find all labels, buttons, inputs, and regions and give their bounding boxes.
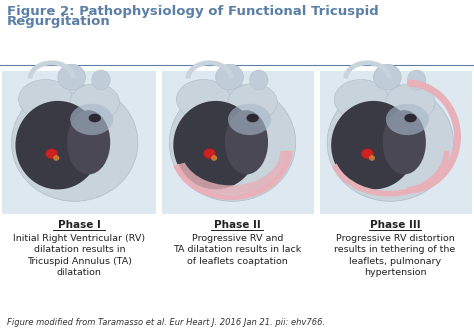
Text: Progressive RV distortion
results in tethering of the
leaflets, pulmonary
hypert: Progressive RV distortion results in tet… <box>335 234 456 277</box>
Ellipse shape <box>225 110 268 174</box>
Text: Figure 2: Pathophysiology of Functional Tricuspid: Figure 2: Pathophysiology of Functional … <box>7 5 379 18</box>
Ellipse shape <box>67 110 110 174</box>
Ellipse shape <box>18 79 73 120</box>
Text: Progressive RV and
TA dilatation results in lack
of leaflets coaptation: Progressive RV and TA dilatation results… <box>173 234 301 266</box>
FancyBboxPatch shape <box>316 71 320 214</box>
Text: Phase III: Phase III <box>370 220 420 230</box>
FancyBboxPatch shape <box>160 71 314 214</box>
Ellipse shape <box>92 70 110 90</box>
Ellipse shape <box>228 84 277 121</box>
Wedge shape <box>173 151 293 194</box>
Ellipse shape <box>16 101 100 189</box>
Ellipse shape <box>374 64 401 90</box>
Text: Figure modified from Taramasso et al. Eur Heart J. 2016 Jan 21. pii: ehv766.: Figure modified from Taramasso et al. Eu… <box>7 318 325 327</box>
Ellipse shape <box>228 104 271 135</box>
Ellipse shape <box>11 84 138 201</box>
Text: Phase I: Phase I <box>58 220 101 230</box>
Text: Phase II: Phase II <box>214 220 261 230</box>
Text: Regurgitation: Regurgitation <box>7 15 111 28</box>
Ellipse shape <box>203 149 216 159</box>
Ellipse shape <box>70 104 113 135</box>
Ellipse shape <box>169 84 296 201</box>
FancyBboxPatch shape <box>318 71 472 214</box>
Ellipse shape <box>369 155 375 161</box>
Ellipse shape <box>386 104 429 135</box>
Ellipse shape <box>216 64 244 90</box>
FancyBboxPatch shape <box>158 71 162 214</box>
Ellipse shape <box>46 149 58 159</box>
Circle shape <box>89 114 101 122</box>
Ellipse shape <box>173 101 258 189</box>
Ellipse shape <box>334 79 388 120</box>
Ellipse shape <box>327 84 454 201</box>
Ellipse shape <box>58 64 85 90</box>
Ellipse shape <box>407 70 426 90</box>
Ellipse shape <box>250 70 268 90</box>
Ellipse shape <box>211 155 217 161</box>
Ellipse shape <box>383 110 426 174</box>
Ellipse shape <box>70 84 119 121</box>
Circle shape <box>404 114 417 122</box>
Ellipse shape <box>53 155 59 161</box>
Ellipse shape <box>386 84 435 121</box>
FancyBboxPatch shape <box>2 71 156 214</box>
Circle shape <box>246 114 259 122</box>
Ellipse shape <box>176 79 230 120</box>
Ellipse shape <box>361 149 374 159</box>
Text: Initial Right Ventricular (RV)
dilatation results in
Tricuspid Annulus (TA)
dila: Initial Right Ventricular (RV) dilatatio… <box>13 234 146 277</box>
Ellipse shape <box>331 101 416 189</box>
